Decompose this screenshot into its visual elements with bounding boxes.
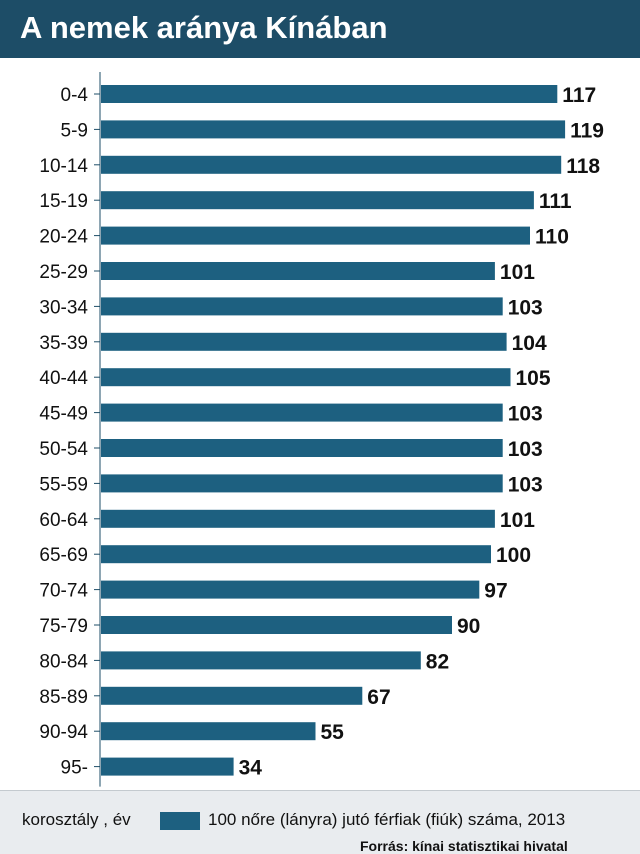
value-label: 119 [570,119,604,142]
category-label: 60-64 [39,510,88,531]
category-label: 25-29 [39,262,88,283]
bar [101,368,511,387]
category-label: 10-14 [39,156,88,177]
bar [101,120,566,139]
chart-title: A nemek aránya Kínában [20,10,388,45]
bar [101,262,495,280]
bar [101,545,491,564]
value-label: 117 [562,84,596,107]
bar [101,226,530,245]
value-label: 103 [508,473,543,496]
value-label: 105 [516,367,551,390]
category-label: 35-39 [39,333,88,354]
category-label: 0-4 [61,85,89,106]
value-label: 82 [426,650,449,673]
value-label: 67 [367,686,390,709]
plot-area: 0-4 117 5-9 119 10-14 118 15-19 111 20-24 110 25-2… [0,58,640,790]
bar [101,757,234,776]
category-label: 20-24 [39,227,88,248]
value-label: 118 [566,155,600,178]
bar [101,191,534,210]
bar [101,439,503,457]
legend-swatch [160,812,200,830]
bar [101,403,503,422]
title-bar: A nemek aránya Kínában [0,0,640,58]
value-label: 100 [496,544,531,567]
value-label: 101 [500,261,535,284]
bar [101,616,452,634]
category-label: 90-94 [39,722,88,743]
value-label: 97 [484,580,507,603]
legend-label: 100 nőre (lányra) jutó férfiak (fiúk) sz… [208,810,566,829]
category-label: 80-84 [39,651,88,672]
footer-divider [0,790,640,791]
bar [101,332,507,351]
category-label: 65-69 [39,545,88,566]
legend-area: korosztály , év 100 nőre (lányra) jutó f… [0,790,640,854]
bar [101,686,363,705]
bar [101,155,562,174]
bar [101,580,480,599]
bar [101,509,495,528]
category-label: 55-59 [39,474,88,495]
category-label: 45-49 [39,404,88,425]
value-label: 111 [539,190,572,213]
category-label: 40-44 [39,368,88,389]
bar [101,651,421,670]
category-label: 15-19 [39,191,88,212]
axis-label: korosztály , év [22,810,131,829]
category-label: 70-74 [39,581,88,602]
value-label: 90 [457,615,480,638]
category-label: 95- [61,758,88,779]
value-label: 101 [500,509,535,532]
category-label: 50-54 [39,439,88,460]
bar [101,474,503,493]
value-label: 103 [508,296,543,319]
value-label: 110 [535,226,569,249]
category-label: 75-79 [39,616,88,637]
bar [101,722,316,741]
value-label: 34 [239,757,263,780]
source-note: Forrás: kínai statisztikai hivatal [360,838,568,854]
category-label: 5-9 [61,120,88,141]
bar [101,297,503,316]
value-label: 55 [321,721,345,744]
category-label: 85-89 [39,687,88,708]
bar [101,85,558,103]
value-label: 103 [508,438,543,461]
bar-chart: 0-4 117 5-9 119 10-14 118 15-19 111 20-24 110 25-2… [39,72,604,787]
category-label: 30-34 [39,297,88,318]
value-label: 104 [512,332,547,355]
value-label: 103 [508,403,543,426]
